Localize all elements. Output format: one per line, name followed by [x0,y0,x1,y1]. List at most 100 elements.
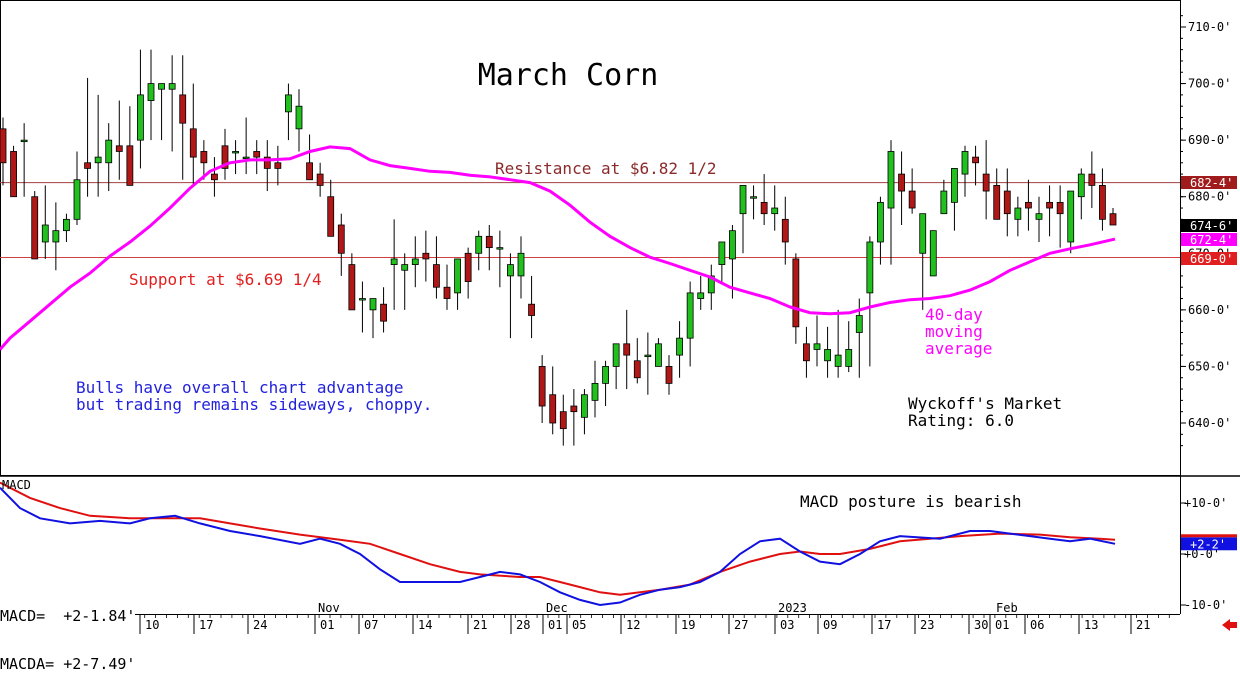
x-axis-label: 17 [877,618,891,632]
candle-body [1003,190,1011,215]
candle-body [316,173,324,186]
comment-line2: but trading remains sideways, choppy. [76,395,432,414]
candle-body [295,105,303,130]
candle-body [1035,213,1043,220]
candle-body [845,349,853,367]
x-axis-label: 10 [145,618,159,632]
price-tag [1181,252,1237,265]
scroll-right-arrow-icon[interactable] [1222,619,1237,631]
macd-axis-label: -10-0' [1184,598,1227,612]
candle-body [1067,190,1075,243]
x-axis-label: 05 [572,618,586,632]
candle-body [327,196,335,237]
candle-body [750,196,757,199]
candle-body [94,156,102,164]
candle-body [538,366,546,407]
candle-body [105,139,113,164]
candle-body [359,298,366,301]
candle-body [676,337,683,356]
rating-line1: Wyckoff's Market [908,394,1062,413]
x-axis-label: 23 [920,618,934,632]
x-axis-month-label: Dec [546,601,568,615]
candle-body [993,184,1001,220]
candle-body [433,264,440,288]
macda-readout-value: MACDA= +2-7.49' [0,655,136,673]
candle-body [898,173,905,192]
x-axis-label: 07 [364,618,378,632]
candle-body [200,151,208,164]
price-tag-label: 672-4' [1190,233,1233,247]
candle-body [591,382,599,401]
x-axis-month-label: 2023 [778,601,807,615]
candle-body [771,207,779,215]
candle-body [665,366,673,384]
candle-body [147,83,155,101]
ma-label-line2: moving [925,322,983,341]
x-axis-label: 01 [548,618,562,632]
candle-body [369,298,377,311]
macd-tag [1181,537,1237,551]
candle-body [982,173,990,192]
candle-body [612,343,620,367]
candle-body [1014,207,1022,220]
candle-body [348,264,356,311]
x-axis-label: 13 [1084,618,1098,632]
candle-body [232,151,239,154]
candle-body [739,184,747,215]
candle-body [1099,184,1106,220]
candle-body [454,258,461,294]
candle-body [760,201,768,215]
price-tag [1181,219,1237,232]
candle-body [1056,201,1064,215]
candle-body [0,128,7,164]
candle-body [52,230,60,243]
price-tag-label: 669-0' [1190,252,1233,266]
candle-body [623,343,631,356]
candle-body [115,145,123,152]
macd-caption: MACD posture is bearish [800,492,1022,511]
candle-body [285,94,292,113]
candle-body [633,360,641,379]
candle-body [422,252,430,260]
candle-body [866,241,874,294]
candle-body [951,168,958,203]
x-axis-label: 03 [780,618,794,632]
rating-line2: Rating: 6.0 [908,411,1014,430]
price-axis-label: 640-0' [1188,416,1231,430]
price-axis-label: 660-0' [1188,303,1231,317]
candle-body [940,190,948,215]
candle-body [337,224,345,254]
candle-body [221,145,229,169]
candle-body [877,201,884,243]
candle-body [686,292,694,339]
candle-body [781,218,789,243]
resistance-label: Resistance at $6.82 1/2 [495,159,717,178]
candle-body [274,162,282,169]
candle-body [507,264,514,277]
x-axis-label: 06 [1030,618,1044,632]
candle-body [464,252,472,282]
price-tag-label: 674-6' [1190,219,1233,233]
x-axis-month-label: Nov [318,601,340,615]
ma-label-line3: average [925,339,992,358]
candle-body [242,156,250,160]
candle-body [443,286,451,299]
candle-body [1088,173,1096,186]
ma40-line [0,145,1116,351]
candle-body [834,354,842,367]
macd-series-macd [0,486,1116,607]
candle-body [570,405,578,413]
candle-body [602,366,609,384]
candle-body [707,275,715,294]
candle-body [73,179,81,220]
candle-body [253,151,261,158]
x-axis-label: 01 [995,618,1009,632]
x-axis-label: 21 [1136,618,1150,632]
candle-body [179,94,187,124]
macd-tag-label: +2-2' [1190,537,1226,551]
price-tag [1181,176,1237,189]
x-axis-label: 28 [516,618,530,632]
candle-body [644,354,652,358]
candle-body [855,315,863,333]
candle-body [919,213,927,254]
